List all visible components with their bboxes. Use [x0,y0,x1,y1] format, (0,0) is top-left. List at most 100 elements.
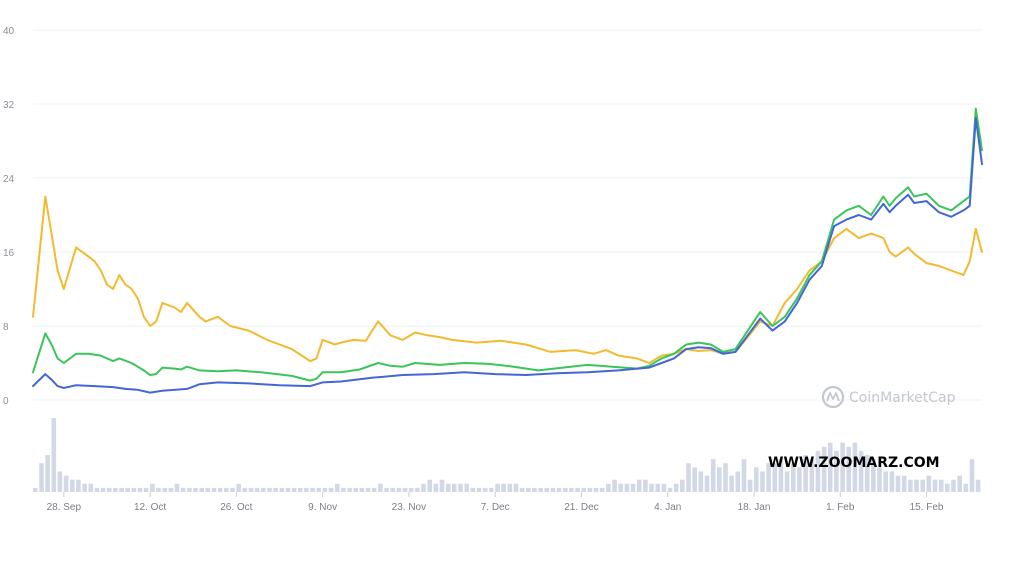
volume-bar [193,487,198,492]
volume-bar [384,487,389,492]
series-line [32,107,983,382]
volume-bar [335,483,340,492]
volume-bar [143,487,149,492]
volume-bar [680,479,685,492]
volume-bar [575,487,580,492]
x-tick-label: 12. Oct [134,502,166,513]
volume-bar [846,446,851,492]
volume-bar [464,483,469,492]
x-axis-ticks: 28. Sep 12. Oct 26. Oct 9. Nov 23. Nov 7. Dec… [47,492,944,513]
volume-bar [538,487,543,492]
volume-bar [113,487,118,492]
volume-bar [519,487,525,492]
volume-bar [88,483,94,492]
volume-bar [840,442,845,492]
volume-bar [507,483,513,492]
volume-bar [347,487,352,492]
volume-bar [174,483,180,492]
volume-bar [513,483,519,492]
volume-bar [76,479,81,492]
volume-bar [569,487,574,492]
y-tick-label: 32 [3,100,15,111]
volume-bar [304,487,309,492]
volume-bar [698,471,704,492]
volume-bar [784,471,790,492]
volume-bar [741,459,747,492]
volume-bar [618,483,623,492]
x-tick-label: 1. Feb [826,502,855,513]
y-tick-label: 0 [3,396,9,407]
x-tick-label: 28. Sep [47,502,82,513]
volume-bar [168,487,174,492]
volume-bar [686,463,691,492]
volume-bar [100,487,106,492]
volume-bar [495,483,500,492]
volume-bar [710,459,716,492]
volume-bar [556,487,562,492]
volume-bar [285,487,291,492]
x-tick-label: 9. Nov [308,502,337,513]
volume-bar [587,487,593,492]
watermark-text: CoinMarketCap [849,390,956,406]
volume-bar [864,455,870,492]
y-tick-label: 24 [3,174,15,185]
volume-bar [717,467,722,492]
volume-bar [106,487,112,492]
volume-bar [291,487,297,492]
volume-bar [359,487,365,492]
volume-bar [427,479,432,492]
volume-bar [328,487,334,492]
volume-bar [273,487,278,492]
volume-bar [951,479,956,492]
volume-bar [402,487,408,492]
volume-bar [125,487,130,492]
watermark: CoinMarketCap [821,385,956,409]
volume-bar [901,475,907,492]
volume-bar [963,483,969,492]
y-tick-label: 16 [3,248,15,259]
volume-bar [390,487,395,492]
volume-bar [217,487,223,492]
volume-bar [581,487,586,492]
volume-bar [815,450,821,492]
volume-bar [809,459,815,492]
x-tick-label: 21. Dec [564,502,598,513]
volume-bar [119,487,124,492]
volume-bar [70,479,75,492]
volume-bar [156,487,161,492]
volume-bar [871,459,876,492]
volume-bar [501,483,506,492]
volume-bar [938,479,944,492]
volume-bar [489,487,494,492]
volume-bar [883,471,888,492]
volume-bar [778,459,784,492]
x-tick-label: 26. Oct [220,502,252,513]
volume-bar [242,487,248,492]
series-lines [32,107,983,394]
volume-bar [593,487,599,492]
volume-bar [791,463,796,492]
volume-bar [747,479,753,492]
volume-bar [131,487,137,492]
volume-bar [661,483,667,492]
volume-bar [797,467,802,492]
volume-bar [187,487,192,492]
volume-bar [969,459,975,492]
volume-bar [975,479,981,492]
volume-bar [723,463,728,492]
volume-bar [298,487,303,492]
series-line [32,195,983,364]
volume-bar [39,463,44,492]
x-tick-label: 23. Nov [392,502,426,513]
volume-bar [452,483,457,492]
volume-bar [532,487,537,492]
y-axis-ticks: 0 8 16 24 32 40 [3,26,15,407]
volume-bar [766,463,771,492]
volume-bar [803,455,808,492]
coinmarketcap-logo-icon [821,385,845,409]
volume-bar [821,446,827,492]
volume-bar [526,487,531,492]
y-tick-label: 8 [3,322,9,333]
